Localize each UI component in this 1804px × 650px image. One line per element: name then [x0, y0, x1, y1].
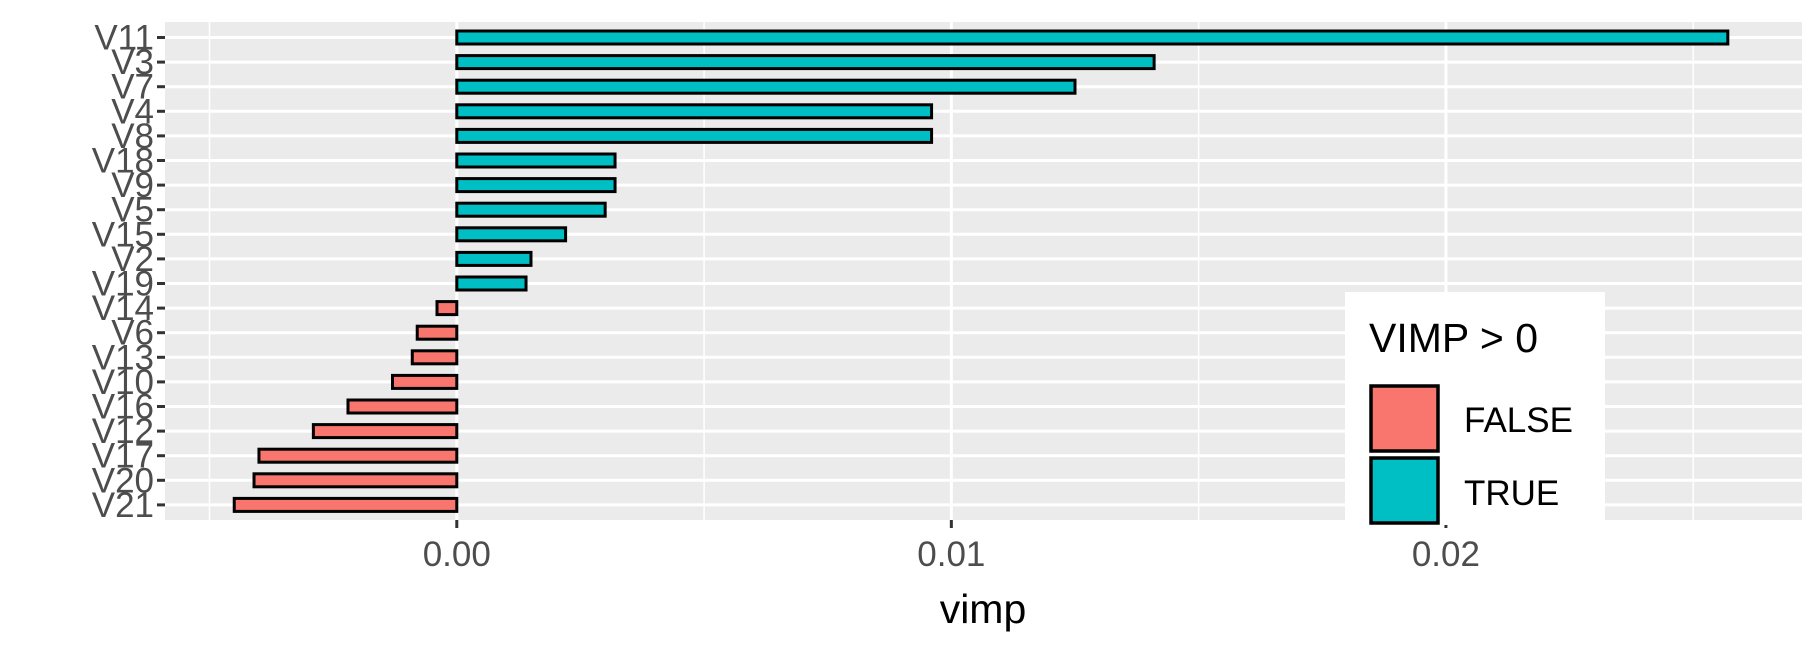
x-axis: 0.00 0.01 0.02 — [423, 520, 1480, 574]
bar-v21 — [232, 496, 459, 513]
bar-v6 — [415, 324, 459, 341]
y-tick-label: V11 — [94, 19, 154, 58]
bar-v10 — [390, 373, 459, 390]
bar-v20 — [252, 472, 459, 489]
bar-v12 — [311, 423, 459, 440]
bar-v17 — [257, 447, 459, 464]
bar-v3 — [455, 54, 1156, 71]
x-tick-label: 0.00 — [423, 535, 491, 574]
bar-v13 — [410, 349, 459, 366]
y-tick-label: V16 — [92, 388, 154, 427]
y-tick-label: V8 — [111, 117, 154, 156]
y-tick-label: V12 — [92, 412, 154, 451]
bar-v15 — [455, 226, 568, 243]
x-tick-label: 0.02 — [1412, 535, 1480, 574]
bar-v4 — [455, 103, 934, 120]
y-tick-label: V14 — [92, 289, 154, 328]
bars — [232, 29, 1730, 513]
x-tick-label: 0.01 — [917, 535, 985, 574]
legend-label-true: TRUE — [1464, 474, 1559, 513]
y-tick-label: V21 — [92, 486, 154, 525]
y-axis: V11V3V7V4V8V18V9V5V15V2V19V14V6V13V10V16… — [92, 19, 165, 525]
y-tick-label: V9 — [111, 166, 154, 205]
legend-title: VIMP > 0 — [1369, 315, 1538, 361]
y-tick-label: V7 — [111, 68, 154, 107]
bar-v9 — [455, 177, 617, 194]
bar-v18 — [455, 152, 617, 169]
legend: VIMP > 0 FALSE TRUE — [1345, 292, 1605, 525]
legend-key-true — [1369, 456, 1440, 525]
y-tick-label: V6 — [111, 314, 154, 353]
y-tick-label: V20 — [92, 461, 154, 500]
y-tick-label: V13 — [92, 338, 154, 377]
y-tick-label: V15 — [92, 215, 154, 254]
y-tick-label: V18 — [92, 142, 154, 181]
y-tick-label: V19 — [92, 265, 154, 304]
bar-v11 — [455, 29, 1730, 46]
bar-v5 — [455, 201, 607, 218]
y-tick-label: V3 — [111, 43, 154, 82]
legend-label-false: FALSE — [1464, 401, 1573, 440]
bar-v8 — [455, 127, 934, 144]
y-tick-label: V5 — [111, 191, 154, 230]
legend-key-false — [1369, 384, 1440, 453]
y-tick-label: V4 — [111, 92, 154, 131]
bar-v7 — [455, 78, 1077, 95]
bar-v16 — [346, 398, 459, 415]
bar-v2 — [455, 250, 533, 267]
y-tick-label: V2 — [111, 240, 154, 279]
y-tick-label: V17 — [92, 437, 154, 476]
y-tick-label: V10 — [92, 363, 154, 402]
bar-v14 — [435, 300, 459, 317]
bar-v19 — [455, 275, 528, 292]
x-axis-title: vimp — [940, 586, 1027, 632]
